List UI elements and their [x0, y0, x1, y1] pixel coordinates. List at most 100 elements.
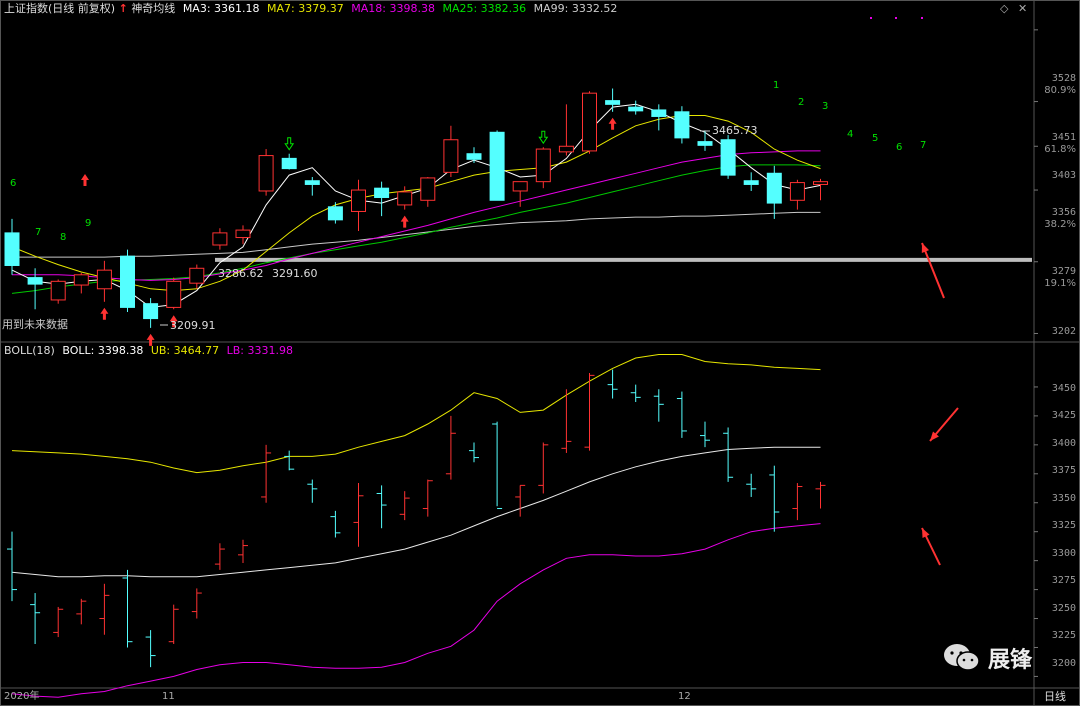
x-label-nov: 11: [162, 691, 175, 702]
candle-body-down: [605, 100, 621, 105]
price-label-b: 3291.60: [272, 267, 318, 280]
boll-upper-band: [11, 354, 821, 474]
ma25-line: [11, 164, 821, 294]
candle-body-up: [813, 181, 828, 185]
annotations: [81, 17, 959, 566]
td-count: 4: [847, 129, 854, 140]
boll-mid-value: BOLL: 3398.38: [62, 344, 144, 357]
td-count: 6: [896, 142, 903, 153]
candle-body-down: [766, 172, 782, 204]
candle-body-down: [628, 106, 644, 112]
candle-body-down: [327, 206, 343, 221]
close-icon[interactable]: ✕: [1018, 2, 1028, 15]
y-tick-3202: 3202: [1051, 326, 1076, 337]
indicator-up-arrow-icon: ↑: [118, 2, 128, 15]
y-tick-3528: 3528: [1051, 73, 1076, 84]
candle-body-up: [73, 274, 89, 286]
y-tick-3403: 3403: [1051, 170, 1076, 181]
x-label-dec: 12: [678, 691, 691, 702]
buy-arrow-icon: [81, 174, 89, 186]
boll-tick-3300: 3300: [1051, 548, 1076, 559]
td-count: 7: [920, 140, 927, 151]
price-panel: [4, 88, 1032, 328]
ma99-line: [12, 211, 821, 258]
buy-arrow-icon: [400, 215, 409, 228]
boll-lb-value: LB: 3331.98: [226, 344, 293, 357]
ma7-value: MA7: 3379.37: [267, 2, 344, 15]
ma25-value: MA25: 3382.36: [442, 2, 527, 15]
y-tick-3279: 3279: [1051, 266, 1076, 277]
boll-tick-3325: 3325: [1051, 520, 1076, 531]
ma99-value: MA99: 3332.52: [533, 2, 618, 15]
boll-tick-3400: 3400: [1051, 438, 1076, 449]
candle-body-up: [582, 92, 597, 152]
pct-80.9: 80.9%: [1044, 85, 1076, 96]
pct-61.8: 61.8%: [1044, 144, 1076, 155]
annotation-arrow-top: [921, 242, 945, 299]
candle-body-down: [120, 255, 135, 308]
boll-tick-3350: 3350: [1051, 493, 1076, 504]
diamond-icon[interactable]: ◇: [1000, 2, 1009, 15]
candle-body-up: [558, 145, 574, 153]
candle-body-up: [789, 182, 805, 201]
wechat-icon: [944, 644, 980, 671]
arrow-shape: [169, 315, 178, 328]
candle-body-down: [281, 157, 297, 170]
x-label-year: 2020年: [4, 691, 40, 702]
candle-body-down: [27, 277, 43, 285]
marker-dot: [870, 17, 872, 19]
candle-body-up: [50, 280, 66, 301]
boll-tick-3250: 3250: [1051, 603, 1076, 614]
boll-tick-3425: 3425: [1051, 410, 1076, 421]
candle-body-down: [304, 180, 320, 185]
candle-body-down: [143, 303, 159, 320]
chart-header: 上证指数(日线 前复权) ↑ 神奇均线 MA3: 3361.18 MA7: 33…: [4, 2, 617, 16]
arrow-shape: [146, 333, 155, 346]
chart-mode: (日线 前复权): [48, 2, 116, 15]
arrow-shape: [400, 215, 409, 228]
td-count: 5: [872, 133, 879, 144]
td-count: 1: [773, 80, 780, 91]
candle-body-up: [235, 229, 251, 239]
watermark: 展锋: [942, 642, 1032, 674]
boll-tick-3200: 3200: [1051, 658, 1076, 669]
candle-body-up: [535, 148, 551, 183]
candle-body-up: [397, 191, 413, 206]
boll-tick-3275: 3275: [1051, 575, 1076, 586]
sell-arrow-icon: [538, 130, 549, 145]
low-price-label: 3209.91: [170, 319, 216, 332]
price-label-a: 3286.62: [218, 267, 264, 280]
pct-38.2: 38.2%: [1044, 219, 1076, 230]
arrow-shape: [608, 117, 617, 130]
boll-lower-band: [11, 523, 821, 698]
y-tick-3356: 3356: [1051, 207, 1076, 218]
boll-ub-value: UB: 3464.77: [150, 344, 220, 357]
candle-body-up: [96, 269, 112, 290]
candle-body-up: [189, 267, 205, 284]
candle-body-down: [466, 153, 482, 160]
candle-body-up: [212, 232, 228, 246]
ma3-value: MA3: 3361.18: [182, 2, 260, 15]
candle-body-down: [489, 131, 505, 201]
td-count: 8: [60, 232, 67, 243]
arrow-shape: [538, 130, 549, 145]
candle-body-down: [651, 109, 667, 117]
ma18-line: [12, 150, 821, 281]
boll-panel: [7, 354, 826, 698]
candle-body-up: [351, 189, 366, 212]
high-price-label: 3465.73: [712, 124, 758, 137]
candle-body-up: [443, 139, 459, 173]
buy-arrow-icon: [100, 307, 109, 320]
annotation-arrow-low-head: [922, 528, 930, 538]
future-data-note: 用到未来数据: [2, 318, 68, 331]
y-tick-3451: 3451: [1051, 132, 1076, 143]
pct-19.1: 19.1%: [1044, 278, 1076, 289]
boll-indicator-name[interactable]: BOLL(18): [4, 344, 55, 357]
indicator-name[interactable]: 神奇均线: [131, 2, 176, 15]
index-name: 上证指数: [4, 2, 48, 15]
period-tab[interactable]: 日线: [1044, 690, 1066, 703]
candle-body-down: [697, 141, 713, 146]
candle-body-up: [258, 155, 274, 192]
candle-body-up: [420, 177, 436, 201]
